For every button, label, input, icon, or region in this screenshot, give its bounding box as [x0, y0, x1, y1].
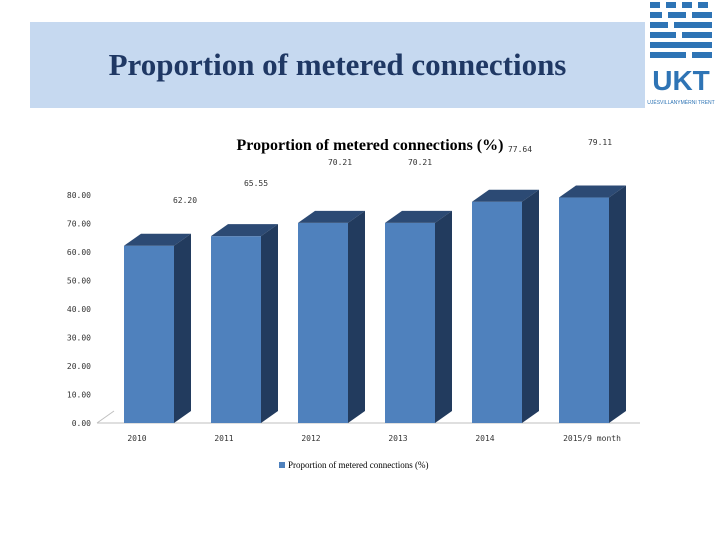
data-label: 70.21	[328, 158, 352, 167]
data-label: 70.21	[408, 158, 432, 167]
title-band	[30, 22, 645, 108]
x-tick-label: 2014	[475, 434, 494, 443]
data-label: 65.55	[244, 179, 268, 188]
bar-side	[522, 189, 539, 423]
bar-top	[124, 233, 191, 246]
bar	[298, 222, 348, 423]
bar	[211, 236, 261, 423]
data-label: 62.20	[173, 196, 197, 205]
bar-top	[559, 185, 626, 198]
y-tick-label: 70.00	[67, 220, 91, 229]
y-tick-label: 30.00	[67, 334, 91, 343]
y-tick-label: 50.00	[67, 277, 91, 286]
bar-top	[298, 210, 365, 223]
bar-side	[435, 210, 452, 423]
bar	[124, 245, 174, 423]
bar-side	[609, 185, 626, 423]
legend-swatch	[279, 462, 285, 468]
logo-mark-icon	[650, 2, 712, 58]
bar-top	[385, 210, 452, 223]
data-label: 77.64	[508, 145, 532, 154]
logo-text: UKT	[652, 65, 710, 96]
logo-subtext: UJÉSVILLANYMÉRNI TRENT	[647, 99, 714, 106]
y-tick-label: 0.00	[72, 419, 91, 428]
x-tick-label: 2012	[301, 434, 320, 443]
bar-side	[261, 224, 278, 423]
x-tick-label: 2010	[127, 434, 146, 443]
bar-side	[174, 233, 191, 423]
chart-title: Proportion of metered connections (%)	[237, 137, 504, 154]
y-tick-label: 20.00	[67, 362, 91, 371]
y-tick-label: 60.00	[67, 248, 91, 257]
bar	[472, 201, 522, 423]
ukt-logo: UKT UJÉSVILLANYMÉRNI TRENT	[647, 2, 715, 106]
slide-title: Proportion of metered connections	[108, 47, 567, 82]
x-tick-label: 2013	[388, 434, 407, 443]
x-tick-label: 2011	[214, 434, 233, 443]
legend: Proportion of metered connections (%)	[279, 460, 428, 470]
legend-label: Proportion of metered connections (%)	[288, 460, 428, 470]
bar-top	[472, 189, 539, 202]
x-tick-label: 2015/9 month	[563, 434, 621, 443]
y-tick-label: 10.00	[67, 391, 91, 400]
y-tick-label: 40.00	[67, 305, 91, 314]
bar	[385, 222, 435, 423]
data-label: 79.11	[588, 138, 612, 147]
y-tick-label: 80.00	[67, 191, 91, 200]
bar-top	[211, 224, 278, 237]
floor-edge	[96, 410, 115, 424]
bar-side	[348, 210, 365, 423]
bar	[559, 197, 609, 423]
